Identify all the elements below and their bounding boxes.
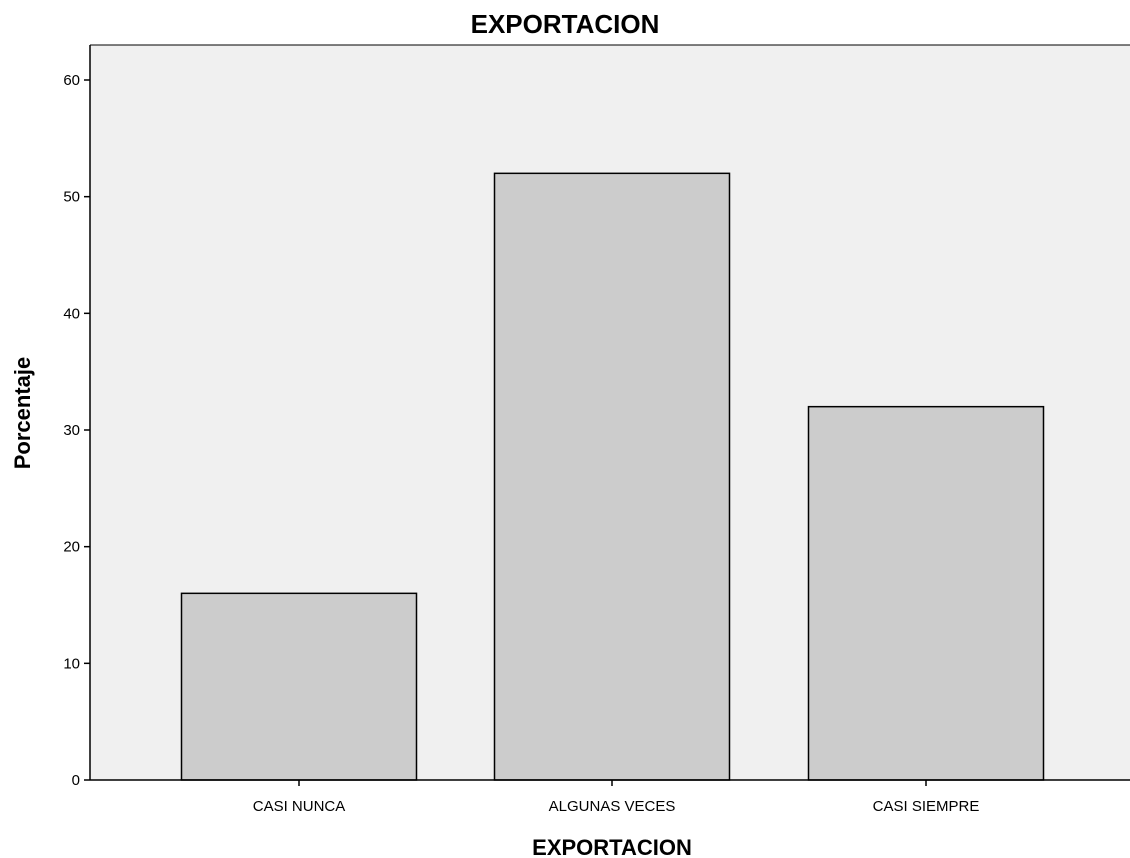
bar-casi-nunca [180,592,418,781]
chart-title: EXPORTACION [471,9,660,39]
x-tick-label: ALGUNAS VECES [549,798,676,815]
y-tick-label: 40 [63,305,80,322]
y-axis-label: Porcentaje [10,357,35,470]
y-tick-label: 0 [72,772,80,789]
y-tick-label: 20 [63,539,80,556]
y-tick-label: 10 [63,655,80,672]
x-tick-label: CASI NUNCA [253,798,346,815]
y-tick-label: 60 [63,72,80,89]
y-tick-label: 30 [63,422,80,439]
x-tick-label: CASI SIEMPRE [873,798,980,815]
bar-casi-siempre [807,405,1045,781]
bar-algunas-veces [493,172,731,781]
x-axis-label: EXPORTACION [532,835,692,858]
y-tick-label: 50 [63,189,80,206]
